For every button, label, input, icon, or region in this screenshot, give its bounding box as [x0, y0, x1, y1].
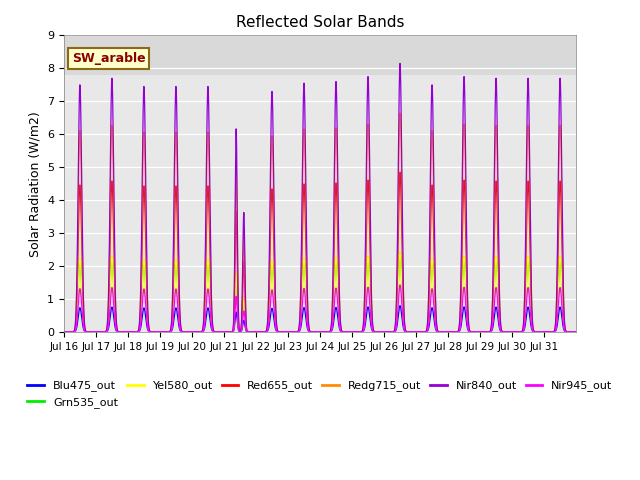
Line: Nir840_out: Nir840_out	[64, 63, 576, 332]
Blu475_out	[445, 329, 452, 335]
Yel580_out	[193, 329, 200, 335]
Yel580_out	[572, 329, 580, 335]
Title: Reflected Solar Bands: Reflected Solar Bands	[236, 15, 404, 30]
Nir840_out	[252, 329, 260, 335]
Nir840_out	[507, 329, 515, 335]
Line: Yel580_out: Yel580_out	[64, 252, 576, 332]
Legend: Blu475_out, Grn535_out, Yel580_out, Red655_out, Redg715_out, Nir840_out, Nir945_: Blu475_out, Grn535_out, Yel580_out, Red6…	[23, 376, 617, 412]
Text: SW_arable: SW_arable	[72, 52, 145, 65]
Nir840_out	[396, 60, 404, 66]
Redg715_out	[252, 329, 260, 335]
Nir945_out	[218, 329, 225, 335]
Grn535_out	[507, 329, 515, 335]
Grn535_out	[193, 329, 200, 335]
Grn535_out	[218, 329, 225, 335]
Red655_out	[252, 329, 260, 335]
Nir945_out	[252, 329, 260, 335]
Yel580_out	[60, 329, 68, 335]
Line: Grn535_out: Grn535_out	[64, 252, 576, 332]
Nir945_out	[78, 306, 86, 312]
Yel580_out	[78, 290, 86, 296]
Nir945_out	[507, 329, 515, 335]
Line: Blu475_out: Blu475_out	[64, 306, 576, 332]
Red655_out	[78, 251, 86, 256]
Red655_out	[507, 329, 515, 335]
Yel580_out	[218, 329, 225, 335]
Nir945_out	[60, 329, 68, 335]
Red655_out	[218, 329, 225, 335]
Nir840_out	[445, 329, 452, 335]
Redg715_out	[396, 110, 404, 116]
Redg715_out	[290, 329, 298, 335]
Blu475_out	[252, 329, 260, 335]
Red655_out	[193, 329, 200, 335]
Nir840_out	[218, 329, 225, 335]
Yel580_out	[252, 329, 260, 335]
Grn535_out	[445, 329, 452, 335]
Nir945_out	[290, 329, 298, 335]
Grn535_out	[60, 329, 68, 335]
Redg715_out	[78, 221, 86, 227]
Red655_out	[445, 329, 452, 335]
Nir840_out	[290, 329, 298, 335]
Blu475_out	[218, 329, 225, 335]
Grn535_out	[572, 329, 580, 335]
Grn535_out	[290, 329, 298, 335]
Red655_out	[572, 329, 580, 335]
Yel580_out	[396, 250, 404, 255]
Y-axis label: Solar Radiation (W/m2): Solar Radiation (W/m2)	[29, 111, 42, 256]
Redg715_out	[218, 329, 225, 335]
Nir945_out	[572, 329, 580, 335]
Nir840_out	[78, 197, 86, 203]
Line: Redg715_out: Redg715_out	[64, 113, 576, 332]
Yel580_out	[507, 329, 515, 335]
Grn535_out	[252, 329, 260, 335]
Nir840_out	[193, 329, 200, 335]
Grn535_out	[396, 250, 404, 255]
Blu475_out	[290, 329, 298, 335]
Grn535_out	[78, 290, 86, 296]
Blu475_out	[507, 329, 515, 335]
Blu475_out	[78, 316, 86, 322]
Redg715_out	[60, 329, 68, 335]
Yel580_out	[290, 329, 298, 335]
Red655_out	[60, 329, 68, 335]
Redg715_out	[507, 329, 515, 335]
Redg715_out	[572, 329, 580, 335]
Blu475_out	[396, 303, 404, 309]
Yel580_out	[445, 329, 452, 335]
Blu475_out	[60, 329, 68, 335]
Blu475_out	[572, 329, 580, 335]
Nir840_out	[60, 329, 68, 335]
Nir945_out	[193, 329, 200, 335]
Bar	[64, 36, 576, 75]
Line: Nir945_out: Nir945_out	[64, 285, 576, 332]
Nir840_out	[572, 329, 580, 335]
Redg715_out	[193, 329, 200, 335]
Nir945_out	[396, 282, 404, 288]
Redg715_out	[445, 329, 452, 335]
Blu475_out	[193, 329, 200, 335]
Nir945_out	[445, 329, 452, 335]
Red655_out	[396, 169, 404, 175]
Line: Red655_out: Red655_out	[64, 172, 576, 332]
Red655_out	[290, 329, 298, 335]
